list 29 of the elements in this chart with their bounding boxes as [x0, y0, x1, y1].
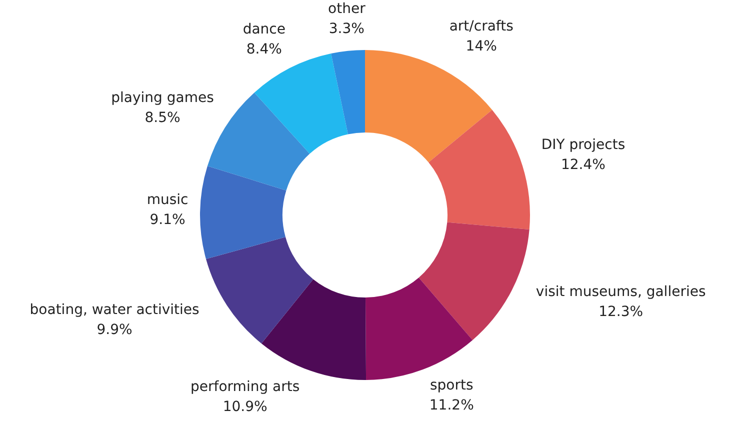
donut-slice — [254, 54, 348, 154]
slice-label: music — [146, 192, 188, 208]
donut-slice — [428, 110, 530, 230]
data-label: 9.9% — [96, 322, 132, 338]
donut-slice — [366, 278, 473, 380]
slice-label: playing games — [111, 90, 214, 106]
data-label: 8.5% — [144, 110, 180, 126]
donut-slice — [331, 50, 365, 134]
slice-label: DIY projects — [541, 137, 626, 154]
data-label: 9.1% — [150, 212, 186, 228]
donut-slice — [206, 237, 314, 344]
data-label: 14% — [466, 38, 497, 55]
slice-label: art/crafts — [449, 18, 514, 35]
data-label: 8.4% — [246, 41, 282, 58]
donut-slice — [418, 222, 530, 340]
data-label: 12.4% — [560, 157, 606, 174]
donut-slice — [365, 50, 492, 162]
slice-label: other — [328, 1, 366, 18]
data-label: 3.3% — [328, 21, 364, 38]
data-label: 11.2% — [429, 398, 474, 414]
slice-label: dance — [242, 21, 286, 38]
slice-label: visit museums, galleries — [536, 284, 706, 300]
data-label: 10.9% — [222, 399, 268, 416]
data-label: 12.3% — [598, 304, 644, 320]
donut-slice — [261, 279, 366, 380]
slice-label: performing arts — [190, 379, 300, 396]
slice-label: sports — [430, 378, 474, 394]
slice-label: boating, water activities — [30, 302, 200, 318]
donut-slice — [200, 166, 286, 260]
